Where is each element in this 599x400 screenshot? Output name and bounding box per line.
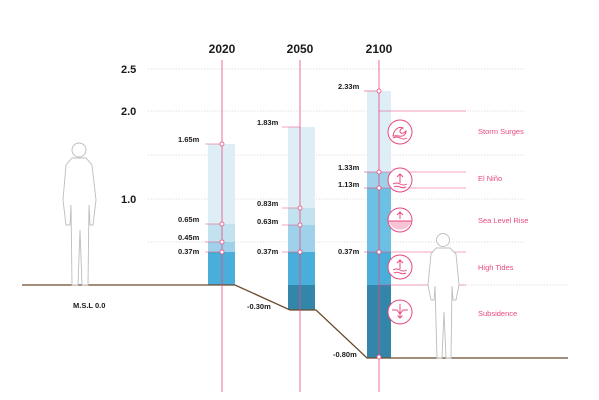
dot — [297, 249, 303, 255]
label-2100-storm: 2.33m — [338, 82, 360, 91]
label-2020-tide: 0.37m — [178, 247, 200, 256]
subsidence-icon — [387, 299, 413, 325]
bar-2050-high-tide — [288, 252, 315, 285]
bar-2050-storm-surge — [288, 127, 315, 208]
year-2020: 2020 — [209, 42, 236, 56]
bar-2020-high-tide — [208, 252, 235, 285]
dot — [376, 249, 382, 255]
bar-2020-sea-level-rise — [208, 242, 235, 252]
sea-level-rise-icon — [387, 207, 413, 233]
legend-sea-level-rise: Sea Level Rise — [478, 216, 528, 225]
bar-2050-sea-level-rise — [288, 225, 315, 252]
msl-label: M.S.L 0.0 — [73, 301, 105, 310]
label-2100-subsidence: -0.80m — [333, 350, 357, 359]
bar-2020-el-nino — [208, 224, 235, 242]
dot — [376, 88, 382, 94]
storm-surge-icon — [387, 119, 413, 145]
label-2020-storm: 1.65m — [178, 135, 200, 144]
dot — [219, 141, 225, 147]
marker-dots — [219, 88, 382, 360]
dot — [376, 185, 382, 191]
legend-el-nino: El Niño — [478, 174, 502, 183]
el-nino-icon — [387, 167, 413, 193]
dot — [297, 222, 303, 228]
dot — [376, 354, 382, 360]
bar-2020-storm-surge — [208, 144, 235, 224]
legend-high-tides: High Tides — [478, 263, 514, 272]
bar-2050 — [288, 127, 315, 310]
axis-label-2-5: 2.5 — [121, 64, 136, 76]
dot — [219, 249, 225, 255]
leader-lines — [205, 90, 466, 286]
person-right-icon — [427, 233, 460, 359]
bar-2020 — [208, 144, 235, 285]
legend-subsidence: Subsidence — [478, 309, 517, 318]
bar-2050-el-nino — [288, 208, 315, 225]
person-left-icon — [62, 142, 97, 286]
bar-2050-subsidence — [288, 285, 315, 310]
year-2100: 2100 — [366, 42, 393, 56]
label-2020-elnino: 0.65m — [178, 215, 200, 224]
label-2100-elnino: 1.33m — [338, 163, 360, 172]
label-2020-slr: 0.45m — [178, 233, 200, 242]
high-tide-icon — [387, 254, 413, 280]
year-2050: 2050 — [287, 42, 314, 56]
label-2050-subsidence: -0.30m — [247, 302, 271, 311]
label-2100-tide: 0.37m — [338, 247, 360, 256]
legend-storm-surges: Storm Surges — [478, 127, 524, 136]
ground-line — [22, 284, 568, 359]
label-2050-elnino: 0.83m — [257, 199, 279, 208]
dot — [219, 221, 225, 227]
label-2050-storm: 1.83m — [257, 118, 279, 127]
dot — [297, 205, 303, 211]
label-2050-tide: 0.37m — [257, 247, 279, 256]
dot — [219, 239, 225, 245]
axis-label-1-0: 1.0 — [121, 194, 136, 206]
label-2050-slr: 0.63m — [257, 217, 279, 226]
axis-label-2-0: 2.0 — [121, 106, 136, 118]
dot — [376, 169, 382, 175]
label-2100-slr: 1.13m — [338, 180, 360, 189]
